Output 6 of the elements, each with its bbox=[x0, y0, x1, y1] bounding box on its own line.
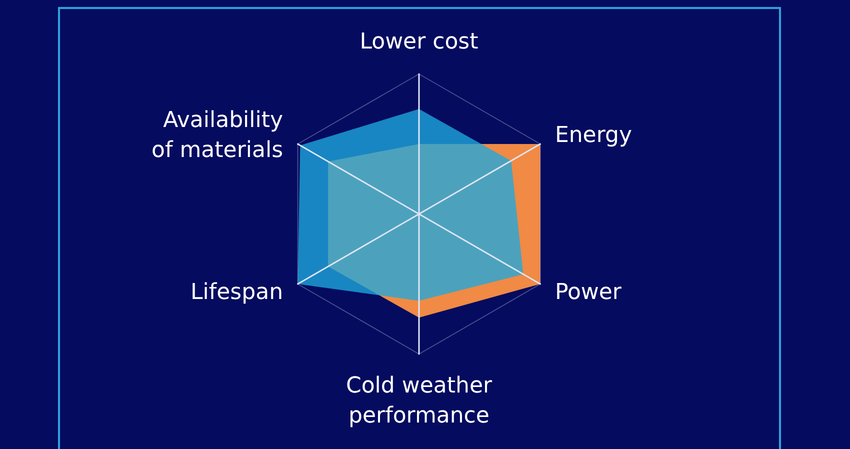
spoke-label: Cold weather performance bbox=[346, 374, 493, 428]
spoke-label: Lower cost bbox=[360, 30, 479, 54]
spoke-label: Power bbox=[554, 280, 622, 305]
spoke-label: Lifespan bbox=[190, 280, 284, 305]
spoke-label: Availability of materials bbox=[152, 108, 284, 163]
spoke-label: Energy bbox=[554, 123, 632, 148]
